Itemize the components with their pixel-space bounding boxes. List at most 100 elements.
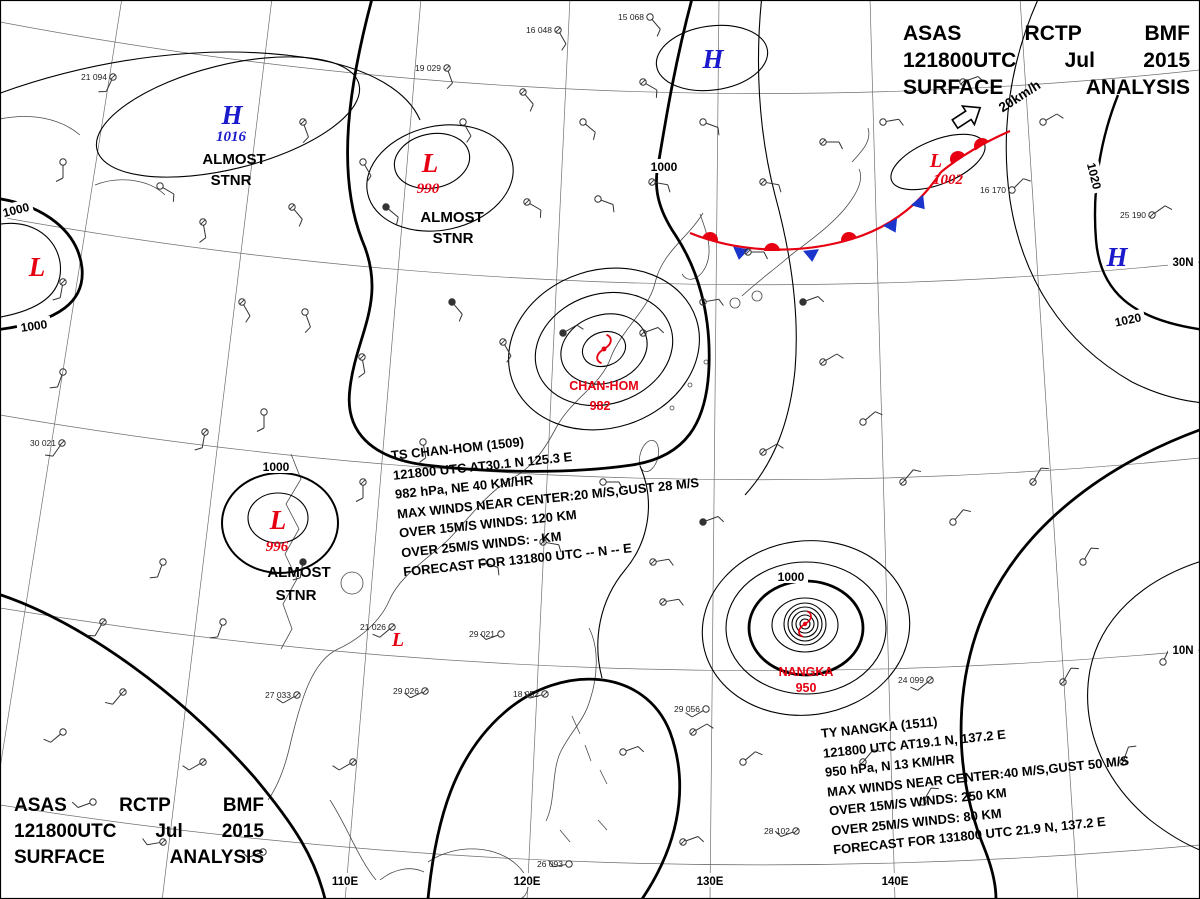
isobar-line	[959, 428, 1200, 899]
warm-front-symbol	[841, 232, 857, 243]
station-plot	[949, 509, 972, 526]
isobar-line	[366, 124, 514, 232]
station-plot: 27 033	[265, 690, 301, 704]
coastline-philippines	[545, 627, 608, 843]
movement-note: STNR	[211, 172, 252, 189]
coastline	[681, 213, 710, 280]
low-center-996: L 996 ALMOST STNR	[266, 505, 331, 604]
svg-text:16 048: 16 048	[526, 25, 552, 35]
coastlines	[0, 116, 870, 899]
station-plot	[799, 296, 825, 306]
coastline	[729, 297, 741, 309]
station-plot: 21 026	[360, 622, 396, 638]
isobar-line	[795, 614, 815, 634]
station-plot	[419, 438, 427, 463]
isobar-line-1000	[346, 0, 711, 473]
station-plot	[479, 558, 500, 576]
station-plot: 30 021	[30, 438, 66, 457]
station-plot	[52, 278, 67, 301]
svg-text:140E: 140E	[882, 876, 909, 888]
cold-front-symbol	[803, 249, 819, 262]
station-plot	[448, 298, 463, 322]
front-motion-arrow-icon	[951, 105, 982, 130]
svg-text:27 033: 27 033	[265, 690, 291, 700]
title-block-bottom-left: ASAS RCTP BMF 121800UTC Jul 2015 SURFACE…	[14, 793, 264, 871]
isobar-line	[597, 465, 649, 679]
svg-text:30N: 30N	[1172, 257, 1193, 269]
isobar-labels: 1000 1000 1000 1000 1000 1020 1020	[0, 157, 1146, 584]
station-plot	[55, 158, 67, 182]
warm-front-symbol	[764, 243, 780, 251]
station-plot	[859, 749, 882, 766]
isobar-line	[534, 291, 674, 407]
station-plot	[919, 787, 939, 806]
movement-note: ALMOST	[202, 151, 265, 168]
low-value-label: 1002	[933, 172, 964, 188]
station-plot: 26 093	[537, 859, 573, 869]
isobar-line	[655, 24, 769, 92]
isobar-label-1020: 1020	[1109, 308, 1146, 330]
high-symbol-letter: H	[1105, 242, 1128, 272]
svg-text:10N: 10N	[1172, 645, 1193, 657]
station-plot	[149, 558, 167, 579]
storm-pressure-label: 982	[590, 399, 611, 413]
station-plot	[519, 88, 534, 112]
isobar-line	[95, 56, 361, 178]
low-center-west: L	[28, 252, 46, 282]
isobar-line	[771, 597, 839, 653]
parallel-line	[0, 414, 1200, 481]
svg-text:1020: 1020	[1084, 161, 1104, 191]
pressure-centers: H 1016 ALMOST STNR L 990 ALMOST STNR L L…	[28, 44, 1129, 651]
station-plot	[819, 138, 843, 150]
cold-front-symbol	[733, 246, 749, 260]
low-symbol-letter: L	[28, 252, 46, 282]
chart-title-line1: ASAS RCTP BMF	[903, 22, 1190, 45]
station-plot	[648, 178, 671, 193]
isobar-label-1000: 1000	[259, 459, 293, 474]
isobar-line	[1087, 561, 1200, 851]
isobar-line	[426, 677, 682, 899]
parallel-line	[0, 804, 1200, 866]
station-plot	[194, 428, 209, 451]
front-line	[689, 171, 942, 251]
coastline	[0, 116, 166, 196]
station-plot	[579, 118, 596, 141]
low-value-label: 990	[417, 181, 440, 197]
isobar-line	[247, 492, 309, 544]
isobar-label-1000: 1000	[774, 569, 808, 584]
station-plot	[539, 538, 562, 553]
station-plot	[1079, 547, 1099, 566]
station-plot: 29 026	[393, 686, 429, 699]
svg-text:1000: 1000	[20, 317, 49, 335]
coastline	[329, 799, 377, 881]
storm-pressure-label: 950	[796, 681, 817, 695]
svg-text:30 021: 30 021	[30, 438, 56, 448]
meridian-line	[869, 0, 896, 899]
station-plot	[182, 758, 207, 771]
station-plot	[859, 411, 883, 426]
station-plot	[689, 723, 714, 736]
chart-title-line2: 121800UTC Jul 2015	[903, 49, 1190, 72]
svg-text:1020: 1020	[1113, 310, 1142, 329]
coastline-hainan	[340, 571, 364, 595]
svg-text:29 056: 29 056	[674, 704, 700, 714]
title-block-top-right: ASAS RCTP BMF 121800UTC Jul 2015 SURFACE…	[903, 20, 1190, 101]
station-plot	[1119, 745, 1137, 766]
stations-layer: 21 094 19 029 16 048 15 068 25 190 16 170 30 0…	[30, 12, 1178, 869]
station-plot	[879, 118, 904, 126]
station-plot	[359, 158, 372, 183]
station-plot	[156, 182, 175, 202]
isobar-line	[783, 602, 827, 646]
isobar-label-1000: 1000	[16, 315, 52, 335]
svg-text:29 021: 29 021	[469, 629, 495, 639]
station-plot: 18 052	[513, 689, 549, 699]
typhoon-icon-chanhom	[596, 333, 612, 365]
station-plot	[382, 203, 399, 226]
station-plot	[759, 178, 782, 193]
station-plot	[739, 751, 763, 766]
station-plot	[523, 198, 542, 218]
meridian-line	[161, 0, 273, 899]
isobar-line	[787, 606, 823, 642]
